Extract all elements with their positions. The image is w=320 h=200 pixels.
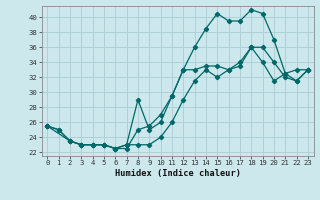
X-axis label: Humidex (Indice chaleur): Humidex (Indice chaleur) <box>115 169 241 178</box>
